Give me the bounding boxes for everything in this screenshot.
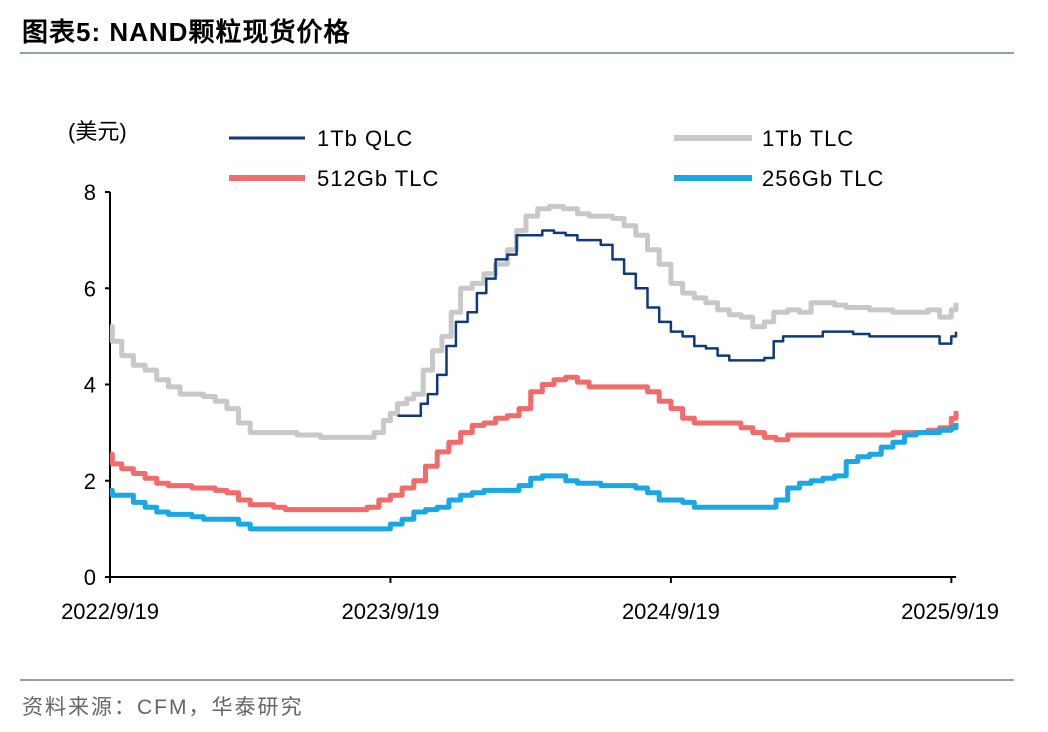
y-tick-label: 2 <box>84 469 96 494</box>
y-axis: 0 2 4 6 8 <box>84 180 111 590</box>
legend-label-512gb-tlc: 512Gb TLC <box>317 166 439 191</box>
y-unit-label: (美元) <box>68 119 127 144</box>
x-tick-label: 2025/9/19 <box>901 599 999 624</box>
source-note: 资料来源：CFM，华泰研究 <box>22 696 304 719</box>
series-line-1tb-tlc <box>109 203 959 440</box>
legend: 1Tb QLC 1Tb TLC 512Gb TLC 256Gb TLC <box>229 126 884 191</box>
x-tick-label: 2024/9/19 <box>622 599 720 624</box>
x-tick-label: 2023/9/19 <box>342 599 440 624</box>
series-line-1tb-qlc <box>397 229 958 418</box>
x-tick-label: 2022/9/19 <box>61 599 159 624</box>
series-line-256gb-tlc <box>109 423 959 532</box>
y-tick-label: 6 <box>84 276 96 301</box>
y-tick-label: 4 <box>84 373 96 398</box>
figure-title: 图表5: NAND颗粒现货价格 <box>22 17 351 47</box>
y-tick-label: 8 <box>84 180 96 205</box>
x-axis: 2022/9/19 2023/9/19 2024/9/19 2025/9/19 <box>61 576 999 624</box>
series-layer <box>109 203 959 532</box>
legend-label-256gb-tlc: 256Gb TLC <box>762 166 884 191</box>
top-divider <box>20 52 1014 54</box>
y-tick-label: 0 <box>84 565 96 590</box>
bottom-divider <box>20 679 1014 681</box>
legend-label-1tb-tlc: 1Tb TLC <box>762 126 854 151</box>
legend-label-1tb-qlc: 1Tb QLC <box>317 126 413 151</box>
series-line-512gb-tlc <box>109 374 959 513</box>
